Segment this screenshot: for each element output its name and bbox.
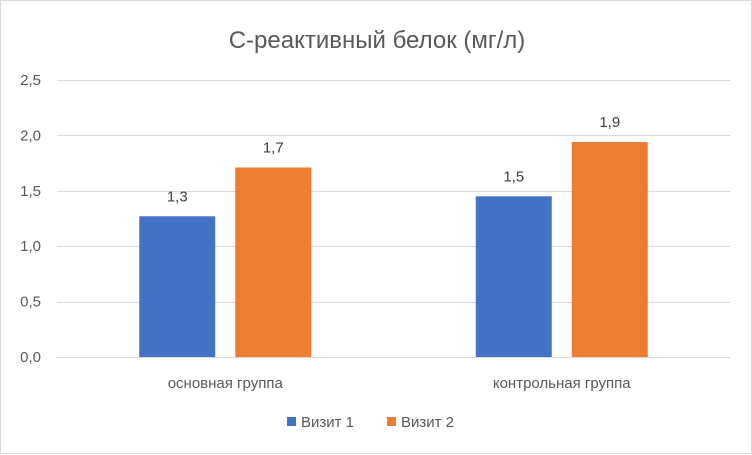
legend-swatch	[287, 417, 296, 426]
bar	[235, 167, 312, 357]
legend-item[interactable]: Визит 2	[387, 414, 454, 431]
data-label: 1,7	[263, 140, 284, 157]
x-category-label: основная группа	[168, 375, 284, 392]
y-tick-label: 0,5	[20, 294, 41, 311]
y-tick-label: 1,0	[20, 238, 41, 255]
bars	[139, 142, 648, 357]
bar	[139, 216, 216, 357]
x-axis-categories: основная группа контрольная группа	[168, 375, 632, 392]
legend[interactable]: Визит 1 Визит 2	[287, 414, 454, 431]
y-tick-label: 1,5	[20, 183, 41, 200]
data-label: 1,5	[503, 168, 524, 185]
data-label: 1,9	[599, 114, 620, 131]
data-labels: 1,3 1,7 1,5 1,9	[167, 114, 620, 205]
data-label: 1,3	[167, 188, 188, 205]
bar	[571, 142, 648, 357]
legend-item[interactable]: Визит 1	[287, 414, 354, 431]
y-tick-label: 2,0	[20, 127, 41, 144]
y-axis-ticks: 0,0 0,5 1,0 1,5 2,0 2,5	[20, 72, 41, 366]
legend-swatch	[387, 417, 396, 426]
bar	[475, 196, 552, 357]
legend-label: Визит 2	[401, 414, 454, 431]
y-tick-label: 2,5	[20, 72, 41, 89]
legend-label: Визит 1	[301, 414, 354, 431]
chart-title: С-реактивный белок (мг/л)	[229, 27, 526, 54]
y-tick-label: 0,0	[20, 349, 41, 366]
x-category-label: контрольная группа	[493, 375, 631, 392]
